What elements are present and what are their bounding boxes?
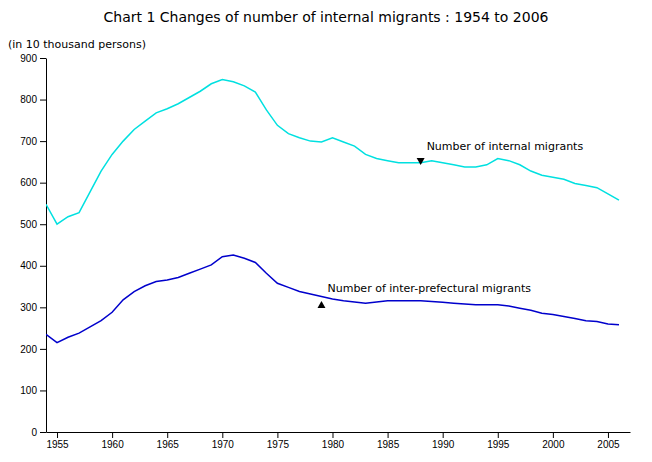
tick: 1975 bbox=[267, 432, 290, 450]
tick-mark bbox=[498, 432, 499, 438]
tick: 800 bbox=[20, 94, 46, 105]
tick-mark bbox=[40, 307, 46, 308]
tick-mark bbox=[57, 432, 58, 438]
plot: (in 10 thousand persons) 1955 1960 1965 1970… bbox=[8, 38, 631, 450]
tick: 1990 bbox=[432, 432, 455, 450]
tick-mark bbox=[40, 390, 46, 391]
tick: 400 bbox=[20, 260, 46, 271]
tick-mark bbox=[222, 432, 223, 438]
annotation-marker bbox=[317, 301, 325, 308]
tick-label: 400 bbox=[20, 260, 37, 271]
tick-label: 1995 bbox=[487, 439, 510, 450]
tick: 1965 bbox=[157, 432, 180, 450]
tick-mark bbox=[40, 349, 46, 350]
tick-label: 2000 bbox=[542, 439, 565, 450]
tick-mark bbox=[553, 432, 554, 438]
tick: 200 bbox=[20, 344, 46, 355]
tick: 100 bbox=[20, 385, 46, 396]
tick: 1970 bbox=[212, 432, 235, 450]
tick: 900 bbox=[20, 53, 46, 64]
tick-label: 1975 bbox=[267, 439, 290, 450]
tick-label: 1980 bbox=[322, 439, 345, 450]
tick: 0 bbox=[31, 427, 46, 438]
tick-label: 100 bbox=[20, 385, 37, 396]
tick-label: 700 bbox=[20, 136, 37, 147]
tick-mark bbox=[608, 432, 609, 438]
tick-mark bbox=[40, 224, 46, 225]
tick-mark bbox=[40, 183, 46, 184]
tick: 600 bbox=[20, 177, 46, 188]
tick: 1985 bbox=[377, 432, 400, 450]
tick-label: 900 bbox=[20, 53, 37, 64]
tick: 2000 bbox=[542, 432, 565, 450]
annotation: Number of inter-prefectural migrants bbox=[327, 282, 531, 295]
tick-label: 800 bbox=[20, 94, 37, 105]
tick-label: 200 bbox=[20, 344, 37, 355]
tick-mark bbox=[40, 432, 46, 433]
tick-mark bbox=[40, 266, 46, 267]
tick-mark bbox=[40, 58, 46, 59]
axis-line bbox=[46, 59, 47, 433]
tick-mark bbox=[277, 432, 278, 438]
tick-label: 1965 bbox=[157, 439, 180, 450]
tick-label: 500 bbox=[20, 219, 37, 230]
tick-mark bbox=[443, 432, 444, 438]
tick-mark bbox=[112, 432, 113, 438]
x-axis: 1955 1960 1965 1970 1975 1980 1985 1990 1995 2000… bbox=[46, 432, 630, 450]
tick: 1980 bbox=[322, 432, 345, 450]
series-line bbox=[46, 80, 619, 225]
chart: Chart 1 Changes of number of internal mi… bbox=[0, 0, 652, 462]
tick-mark bbox=[167, 432, 168, 438]
tick: 2005 bbox=[597, 432, 620, 450]
tick-label: 2005 bbox=[597, 439, 620, 450]
tick-mark bbox=[40, 100, 46, 101]
tick-label: 600 bbox=[20, 177, 37, 188]
tick-label: 1955 bbox=[46, 439, 69, 450]
tick-mark bbox=[332, 432, 333, 438]
tick: 500 bbox=[20, 219, 46, 230]
tick: 700 bbox=[20, 136, 46, 147]
tick: 1960 bbox=[101, 432, 124, 450]
y-axis-label: (in 10 thousand persons) bbox=[8, 38, 146, 51]
annotation: Number of internal migrants bbox=[427, 140, 584, 153]
tick: 300 bbox=[20, 302, 46, 313]
tick-label: 1970 bbox=[212, 439, 235, 450]
tick-label: 0 bbox=[31, 427, 37, 438]
annotation-marker bbox=[417, 158, 425, 165]
title: Chart 1 Changes of number of internal mi… bbox=[103, 9, 548, 25]
tick-label: 1960 bbox=[101, 439, 124, 450]
tick-label: 300 bbox=[20, 302, 37, 313]
axis-line bbox=[47, 432, 631, 433]
tick: 1995 bbox=[487, 432, 510, 450]
series-line bbox=[46, 255, 619, 343]
tick: 1955 bbox=[46, 432, 69, 450]
tick-label: 1990 bbox=[432, 439, 455, 450]
tick-mark bbox=[388, 432, 389, 438]
tick-label: 1985 bbox=[377, 439, 400, 450]
y-axis: 0 100 200 300 400 500 600 700 800 900 bbox=[20, 53, 46, 438]
tick-mark bbox=[40, 141, 46, 142]
marks bbox=[46, 80, 619, 343]
